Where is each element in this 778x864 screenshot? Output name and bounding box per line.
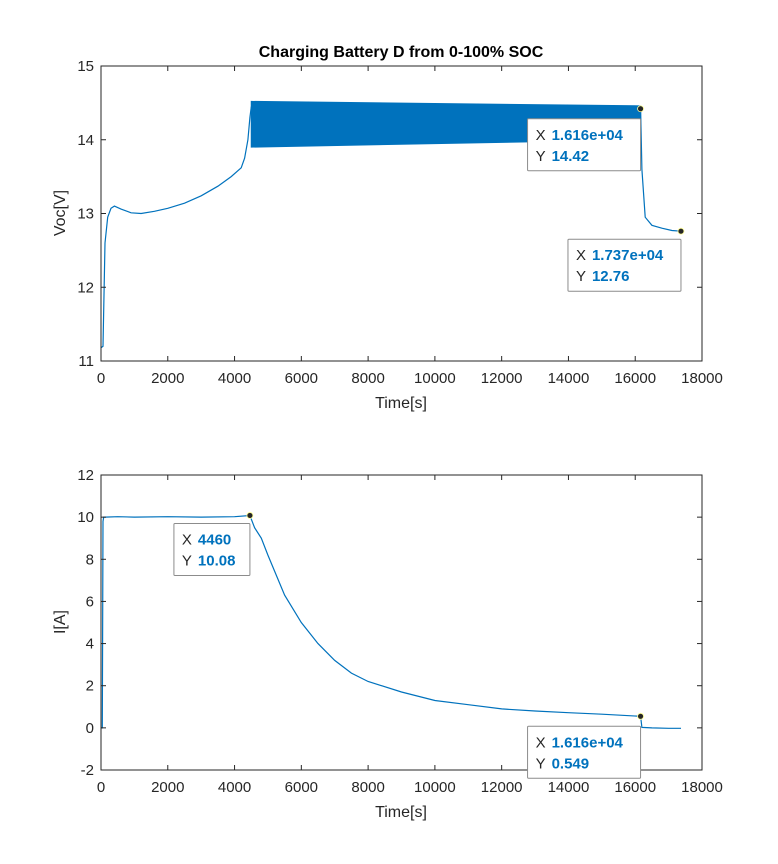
x-tick-label-9: 18000: [681, 779, 723, 796]
datatip-y-label: Y: [576, 268, 586, 285]
x-tick-label-4: 8000: [351, 370, 384, 387]
datatip-x-label: X: [182, 531, 192, 548]
top-ticks: 0 2000 4000 6000 8000 10000 12000 14000 16000 180…: [77, 58, 723, 387]
bottom-axes-box: [100, 474, 703, 771]
x-tick-label-1: 2000: [151, 370, 184, 387]
y-tick-label-2: 13: [77, 206, 94, 223]
x-tick-label-6: 12000: [481, 370, 523, 387]
top-datatips: X 1.616e+04 Y 14.42 X 1.737e+04 Y 12.76: [527, 105, 685, 292]
datatip-0: X 4460 Y 10.08: [173, 512, 254, 576]
datatip-y-value: 12.76: [592, 268, 630, 285]
datatip-0: X 1.616e+04 Y 14.42: [527, 105, 644, 172]
x-tick-label-8: 16000: [614, 779, 656, 796]
series-line: [100, 106, 252, 349]
y-tick-label-6: 10: [77, 509, 94, 526]
x-tick-label-6: 12000: [481, 779, 523, 796]
x-tick-label-3: 6000: [285, 779, 318, 796]
datatip-box: [527, 118, 642, 172]
x-tick-label-9: 18000: [681, 370, 723, 387]
y-tick-label-2: 2: [86, 678, 94, 695]
x-tick-label-7: 14000: [548, 370, 590, 387]
datatip-x-label: X: [576, 247, 586, 264]
y-tick-label-3: 14: [77, 132, 94, 149]
datatip-y-label: Y: [182, 552, 192, 569]
x-tick-label-0: 0: [97, 370, 105, 387]
y-tick-label-4: 15: [77, 58, 94, 75]
x-tick-label-8: 16000: [614, 370, 656, 387]
datatip-x-label: X: [536, 127, 546, 144]
bottom-x-axis-label: Time[s]: [375, 804, 427, 821]
datatip-x-value: 4460: [198, 531, 231, 548]
datatip-marker: [677, 227, 685, 235]
y-tick-label-3: 4: [86, 636, 94, 653]
y-tick-label-1: 12: [77, 279, 94, 296]
x-tick-label-3: 6000: [285, 370, 318, 387]
x-tick-label-5: 10000: [414, 370, 456, 387]
top-x-axis-label: Time[s]: [375, 395, 427, 412]
y-tick-label-4: 6: [86, 593, 94, 610]
datatip-y-label: Y: [536, 755, 546, 772]
bottom-datatips: X 4460 Y 10.08 X 1.616e+04 Y 0.549: [173, 512, 644, 779]
y-tick-label-5: 8: [86, 551, 94, 568]
datatip-y-value: 14.42: [552, 148, 590, 165]
x-tick-label-1: 2000: [151, 779, 184, 796]
datatip-x-value: 1.737e+04: [592, 247, 664, 264]
datatip-marker: [637, 712, 644, 720]
y-tick-label-7: 12: [77, 467, 94, 484]
top-y-axis-label: Voc[V]: [52, 190, 69, 236]
bottom-plot-area: 0 2000 4000 6000 8000 10000 12000 14000 16000 180…: [77, 467, 723, 796]
bottom-plot-background: [101, 475, 702, 770]
x-tick-label-4: 8000: [351, 779, 384, 796]
datatip-y-value: 10.08: [198, 552, 236, 569]
datatip-marker: [637, 105, 644, 113]
datatip-x-value: 1.616e+04: [552, 127, 624, 144]
series-line: [101, 514, 681, 729]
series-tail-line: [640, 108, 682, 232]
datatip-box: [567, 238, 682, 292]
datatip-y-label: Y: [536, 148, 546, 165]
datatip-x-value: 1.616e+04: [552, 734, 624, 751]
datatip-box: [173, 522, 251, 576]
datatip-1: X 1.737e+04 Y 12.76: [567, 227, 685, 292]
y-tick-label-0: 11: [78, 353, 94, 370]
datatip-1: X 1.616e+04 Y 0.549: [527, 712, 644, 779]
bottom-current-series: [101, 514, 681, 729]
bottom-y-axis-label: I[A]: [52, 610, 69, 634]
datatip-marker: [246, 512, 254, 519]
top-plot-area: 0 2000 4000 6000 8000 10000 12000 14000 16000 180…: [77, 58, 723, 387]
datatip-box: [527, 725, 642, 779]
top-chart-title: Charging Battery D from 0-100% SOC: [259, 44, 544, 61]
top-axes: Charging Battery D from 0-100% SOC 0 2000…: [52, 44, 723, 412]
datatip-x-label: X: [536, 734, 546, 751]
x-tick-label-2: 4000: [218, 370, 251, 387]
y-tick-label-0: -2: [81, 762, 94, 779]
bottom-ticks: 0 2000 4000 6000 8000 10000 12000 14000 16000 180…: [77, 467, 723, 796]
datatip-y-value: 0.549: [552, 755, 590, 772]
x-tick-label-5: 10000: [414, 779, 456, 796]
x-tick-label-0: 0: [97, 779, 105, 796]
x-tick-label-7: 14000: [548, 779, 590, 796]
x-tick-label-2: 4000: [218, 779, 251, 796]
y-tick-label-1: 0: [86, 720, 94, 737]
bottom-axes: 0 2000 4000 6000 8000 10000 12000 14000 16000 180…: [52, 467, 723, 821]
